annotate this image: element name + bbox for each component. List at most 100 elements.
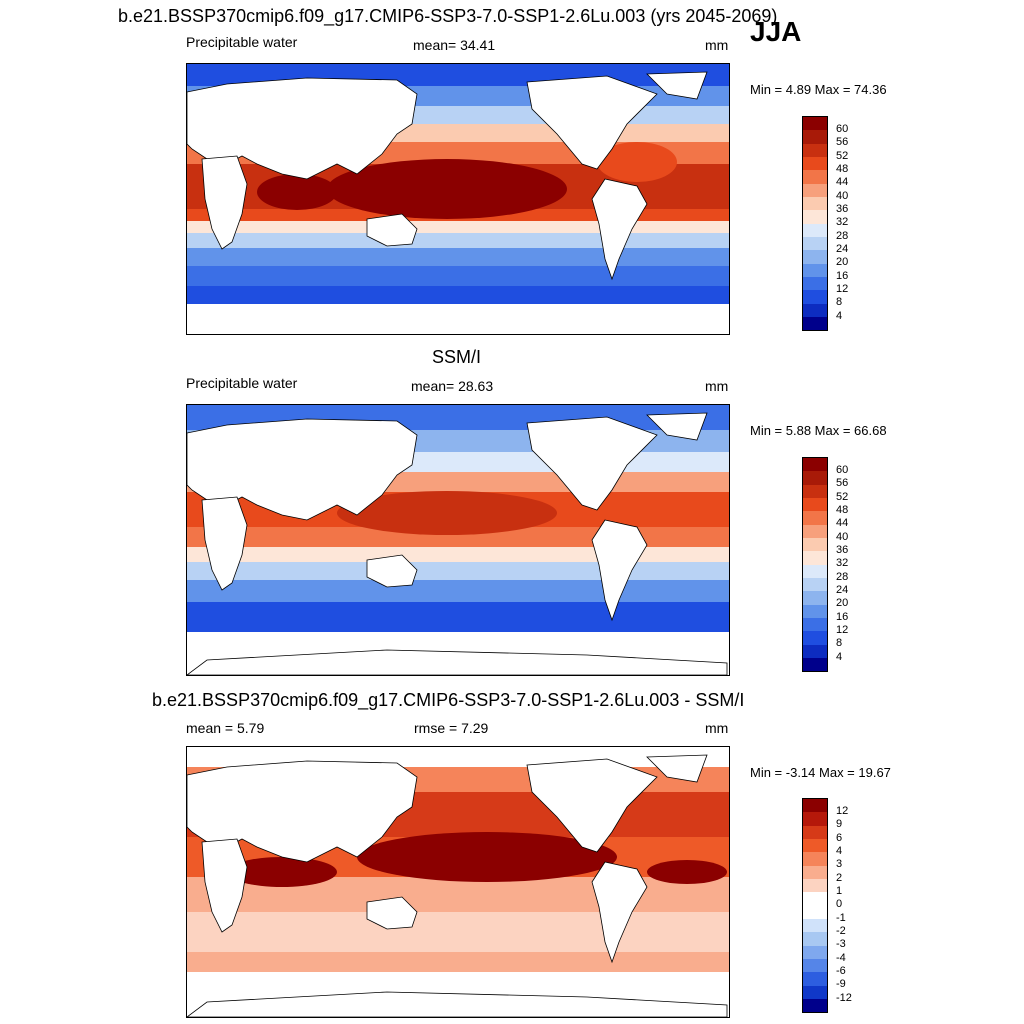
colorbar-tick-label: 1 [836,884,843,897]
band [187,952,729,972]
colorbar-tick-label: 56 [836,136,849,149]
colorbar-tick-label: -4 [836,951,846,964]
band [187,248,729,266]
panel2-title: SSM/I [432,347,482,367]
colorbar-tick-label: -6 [836,964,846,977]
colorbar-tick-label: 24 [836,242,849,255]
warm-pool [257,174,337,210]
colorbar-tick-label: 4 [836,844,843,857]
warm-pool [327,159,567,219]
colorbar-tick-label: 16 [836,269,849,282]
panel3-colorbar [802,798,828,1014]
australia [366,213,418,247]
colorbar-tick-label: 40 [836,530,849,543]
colorbar-tick-label: 28 [836,229,849,242]
africa [201,838,248,933]
north-america [526,758,658,853]
colorbar-tick-label: -9 [836,978,846,991]
panel1-map-field [187,64,729,334]
band [187,304,729,334]
colorbar-tick-label: 4 [836,309,843,322]
panel2-units: mm [705,378,729,394]
colorbar-tick-label: 20 [836,597,849,610]
warm-pool [337,491,557,535]
panel2-variable-label: Precipitable water [186,375,298,391]
colorbar-tick-label: 20 [836,256,849,269]
panel2-colorbar [802,457,828,673]
season-label: JJA [750,16,802,47]
colorbar-tick-label: 36 [836,202,849,215]
panel1-mean-label: mean= 34.41 [413,37,496,53]
colorbar-tick-label: 48 [836,503,849,516]
panel3-mean-label: mean = 5.79 [186,720,265,736]
panel3-map [186,746,730,1018]
panel1-map [186,63,730,335]
north-america [526,416,658,511]
colorbar-tick-label: -3 [836,938,846,951]
warm-anomaly [647,860,727,884]
colorbar-tick-label: 52 [836,149,849,162]
colorbar-tick-label: 0 [836,898,843,911]
band [187,233,729,248]
panel3-rmse-label: rmse = 7.29 [414,720,489,736]
panel2-minmax: Min = 5.88 Max = 66.68 [750,423,887,438]
continents [187,71,708,281]
antarctica [187,991,728,1017]
colorbar-tick-label: 48 [836,162,849,175]
africa [201,496,248,591]
colorbar-tick-label: -1 [836,911,846,924]
band [187,266,729,286]
colorbar-tick-label: -12 [836,991,852,1004]
panel2-map [186,404,730,676]
colorbar-tick-label: 4 [836,650,843,663]
band [187,602,729,632]
colorbar-tick-label: 2 [836,871,843,884]
colorbar-tick-label: 12 [836,805,849,817]
panel1-units: mm [705,37,729,53]
australia [366,554,418,588]
colorbar-tick-label: 12 [836,282,849,295]
colorbar-tick-label: 32 [836,557,849,570]
band [187,580,729,602]
colorbar-tick-label: 12 [836,623,849,636]
colorbar-tick-label: 24 [836,583,849,596]
south-america [591,519,648,622]
panel3-map-field [187,747,729,1017]
panel2-map-field [187,405,729,675]
colorbar-tick-label: 44 [836,517,849,530]
antarctica [187,649,728,675]
colorbar-tick-label: 52 [836,490,849,503]
colorbar-tick-label: -2 [836,924,846,937]
warm-anomaly [357,832,617,882]
panel3-minmax: Min = -3.14 Max = 19.67 [750,765,891,780]
panel1-colorbar [802,116,828,332]
panel3-title: b.e21.BSSP370cmip6.f09_g17.CMIP6-SSP3-7.… [152,690,745,710]
colorbar-tick-label: 8 [836,637,843,650]
north-america [526,75,658,170]
band [187,912,729,952]
colorbar-tick-label: 40 [836,189,849,202]
colorbar-tick-label: 3 [836,858,843,871]
panel1-variable-label: Precipitable water [186,34,298,50]
panel1-minmax: Min = 4.89 Max = 74.36 [750,82,887,97]
warm-pool [597,142,677,182]
south-america [591,861,648,964]
band [187,221,729,233]
africa [201,155,248,250]
greenland [646,754,708,783]
colorbar-tick-label: 9 [836,818,843,831]
colorbar-tick-label: 6 [836,831,843,844]
continents [187,754,728,1017]
band [187,547,729,562]
greenland [646,412,708,441]
colorbar-tick-label: 56 [836,477,849,490]
warm-anomaly [227,857,337,887]
south-america [591,178,648,281]
colorbar-tick-label: 44 [836,176,849,189]
colorbar-tick-label: 36 [836,543,849,556]
panel1-title: b.e21.BSSP370cmip6.f09_g17.CMIP6-SSP3-7.… [118,6,778,26]
colorbar-tick-label: 8 [836,296,843,309]
colorbar-tick-label: 32 [836,216,849,229]
greenland [646,71,708,100]
colorbar-tick-label: 60 [836,464,849,476]
